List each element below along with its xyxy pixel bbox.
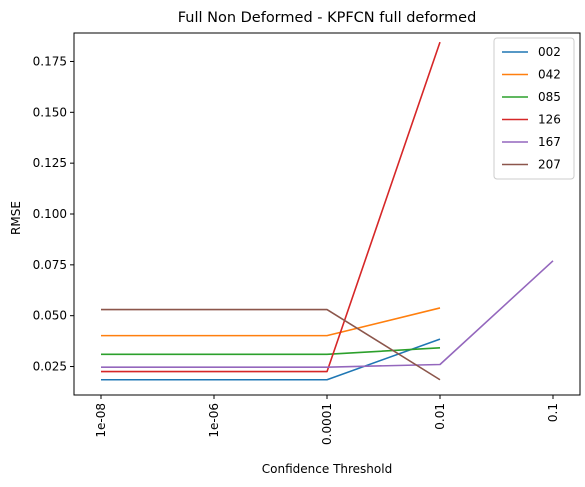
series-lines <box>101 41 554 381</box>
legend-label-207: 207 <box>538 158 561 172</box>
legend-box <box>493 37 575 180</box>
legend: 002 042 085 126 167 207 <box>493 37 575 180</box>
y-tick-label: 0.175 <box>33 54 67 68</box>
chart-title: Full Non Deformed - KPFCN full deformed <box>178 10 477 26</box>
y-tick-label: 0.025 <box>33 360 67 374</box>
y-axis-label: RMSE <box>9 201 23 235</box>
plot-frame <box>73 32 581 396</box>
legend-label-126: 126 <box>538 113 561 127</box>
y-tick-label: 0.150 <box>33 105 67 119</box>
legend-label-085: 085 <box>538 90 561 104</box>
x-tick-label: 0.1 <box>546 403 560 422</box>
x-axis-ticks: 1e-08 1e-06 0.0001 0.01 0.1 <box>94 395 560 445</box>
y-axis-ticks: 0.025 0.050 0.075 0.100 0.125 0.150 0.175 <box>33 54 74 374</box>
x-tick-label: 1e-08 <box>94 403 108 438</box>
series-line-207 <box>101 308 441 381</box>
series-line-167 <box>101 260 554 368</box>
x-tick-label: 0.0001 <box>320 403 334 445</box>
x-tick-label: 1e-06 <box>207 403 221 438</box>
legend-label-042: 042 <box>538 68 561 82</box>
y-tick-label: 0.050 <box>33 309 67 323</box>
x-axis-label: Confidence Threshold <box>262 462 392 476</box>
series-line-085 <box>101 347 441 356</box>
series-line-042 <box>101 307 441 337</box>
legend-label-167: 167 <box>538 135 561 149</box>
y-tick-label: 0.075 <box>33 258 67 272</box>
x-tick-label: 0.01 <box>433 403 447 430</box>
series-line-126 <box>101 41 441 373</box>
legend-label-002: 002 <box>538 45 561 59</box>
y-tick-label: 0.100 <box>33 207 67 221</box>
series-line-002 <box>101 338 441 381</box>
y-tick-label: 0.125 <box>33 156 67 170</box>
